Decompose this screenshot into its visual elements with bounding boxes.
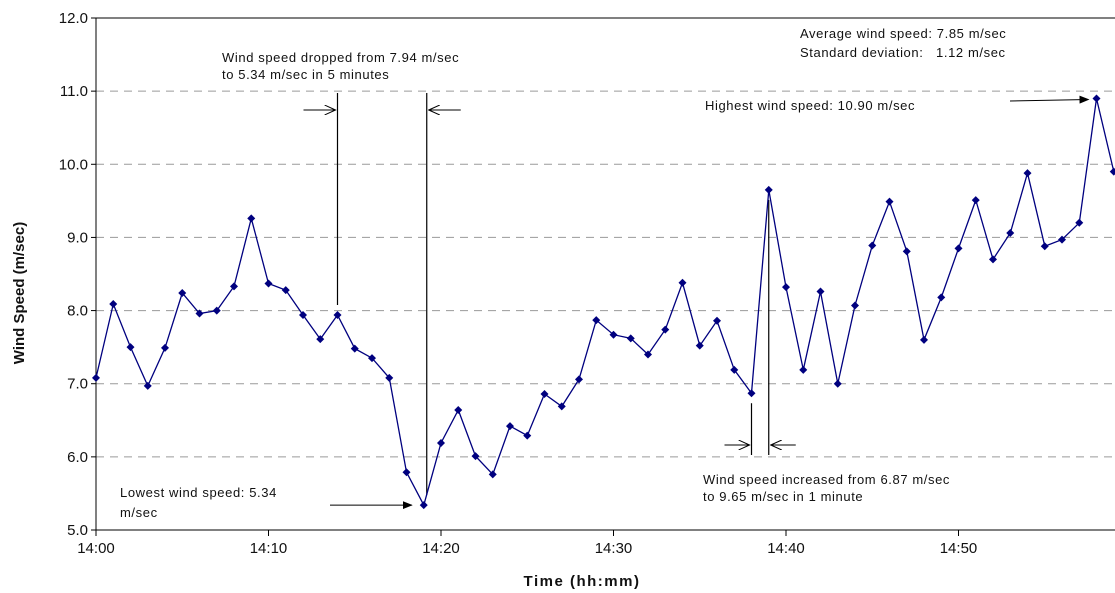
annotation-average: Average wind speed: 7.85 m/sec: [800, 26, 1006, 41]
data-point: [920, 335, 928, 344]
data-point: [281, 286, 290, 295]
data-point: [419, 501, 428, 510]
y-tick-labels: 5.0 6.0 7.0 8.0 9.0 10.0 11.0 12.0: [59, 10, 88, 539]
data-point: [316, 335, 325, 344]
x-axis-title: Time (hh:mm): [524, 573, 641, 590]
data-point: [506, 422, 514, 431]
data-point: [1058, 235, 1066, 244]
y-tick-label: 8.0: [67, 303, 88, 320]
data-point: [989, 255, 997, 264]
annotation-std-dev: Standard deviation: 1.12 m/sec: [800, 45, 1006, 60]
series-line: [95, 98, 1115, 507]
data-point: [592, 316, 601, 325]
y-tick-label: 12.0: [59, 10, 88, 27]
y-tick-label: 7.0: [67, 376, 88, 393]
data-point: [92, 373, 100, 382]
y-tick-label: 10.0: [59, 156, 88, 173]
data-point: [178, 289, 187, 298]
data-point: [471, 452, 480, 461]
plot-frame: [91, 17, 1115, 536]
data-point: [730, 365, 739, 374]
data-point: [609, 330, 618, 339]
data-point: [109, 299, 118, 308]
data-point: [678, 278, 687, 287]
data-point: [695, 341, 704, 350]
data-point: [488, 470, 497, 479]
data-point: [402, 468, 411, 477]
highest-arrow: [1009, 95, 1090, 104]
data-point: [971, 196, 980, 205]
data-point: [626, 334, 635, 343]
data-point: [264, 279, 273, 288]
y-tick-label: 6.0: [67, 449, 88, 466]
data-point: [1075, 218, 1084, 227]
data-point: [540, 389, 549, 398]
data-point: [523, 431, 532, 440]
data-point: [385, 373, 394, 382]
series-wind-speed: [92, 94, 1115, 510]
data-point: [333, 310, 342, 319]
data-point: [350, 344, 359, 353]
data-point: [161, 343, 169, 352]
x-tick-label: 14:30: [595, 540, 633, 557]
data-point: [437, 438, 445, 447]
data-point: [299, 310, 307, 319]
data-point: [644, 350, 652, 359]
data-point: [368, 354, 376, 363]
annotation-lines: [303, 93, 1090, 510]
data-point: [764, 185, 773, 194]
data-point: [954, 244, 963, 253]
data-point: [575, 375, 583, 384]
data-point: [195, 309, 204, 318]
annotation-increase-line1: Wind speed increased from 6.87 m/sec: [703, 472, 950, 487]
data-point: [937, 293, 946, 302]
data-point: [902, 247, 911, 256]
gridlines: [96, 90, 1115, 458]
annotation-drop-line1: Wind speed dropped from 7.94 m/sec: [222, 50, 459, 65]
x-tick-label: 14:40: [767, 540, 805, 557]
data-point: [230, 282, 238, 291]
annotation-increase-line2: to 9.65 m/sec in 1 minute: [703, 489, 863, 504]
data-point: [557, 402, 566, 411]
data-point: [1092, 94, 1101, 103]
y-tick-label: 11.0: [60, 83, 88, 100]
data-point: [247, 214, 256, 223]
data-point: [1006, 229, 1015, 238]
data-point: [126, 343, 135, 352]
y-axis-title: Wind Speed (m/sec): [11, 222, 28, 364]
y-tick-label: 5.0: [67, 522, 88, 539]
annotation-lowest-line2: m/sec: [120, 505, 158, 520]
data-point: [868, 241, 877, 250]
data-point: [833, 379, 842, 388]
data-point: [212, 306, 221, 315]
data-point: [747, 389, 756, 398]
data-point: [1023, 169, 1032, 178]
data-point: [851, 301, 859, 310]
data-point: [1040, 242, 1049, 251]
data-point: [782, 283, 790, 292]
x-tick-label: 14:00: [77, 540, 115, 557]
data-point: [454, 406, 463, 415]
data-point: [799, 365, 808, 374]
x-tick-label: 14:10: [250, 540, 288, 557]
annotation-drop-line2: to 5.34 m/sec in 5 minutes: [222, 67, 389, 82]
x-tick-label: 14:50: [940, 540, 978, 557]
y-tick-label: 9.0: [67, 229, 88, 246]
data-point: [713, 316, 721, 325]
data-point: [661, 325, 670, 334]
x-tick-label: 14:20: [422, 540, 460, 557]
data-point: [885, 197, 894, 206]
annotation-highest: Highest wind speed: 10.90 m/sec: [705, 98, 915, 113]
x-tick-labels: 14:00 14:10 14:20 14:30 14:40 14:50: [77, 540, 977, 557]
annotation-lowest-line1: Lowest wind speed: 5.34: [120, 485, 277, 500]
data-point: [816, 287, 825, 296]
data-point: [143, 381, 152, 390]
data-point: [1109, 167, 1115, 176]
